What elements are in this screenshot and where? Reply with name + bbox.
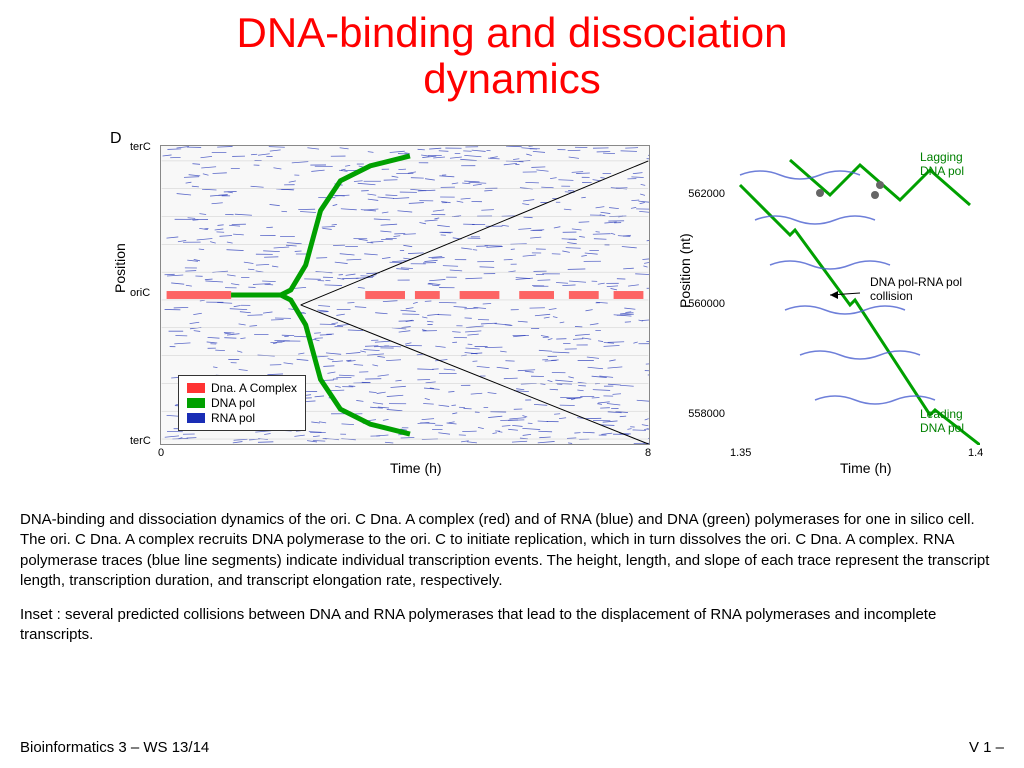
main-x-label: Time (h) <box>390 460 442 476</box>
inset-x-label: Time (h) <box>840 460 892 476</box>
legend-label: DNA pol <box>211 396 255 410</box>
collision-label: DNA pol-RNA pol collision <box>870 275 970 303</box>
y-tick: terC <box>130 435 151 447</box>
leading-label: Leading DNA pol <box>920 407 980 435</box>
chart-area: D Position terC oriC terC 0 8 Time (h) D… <box>110 135 980 475</box>
caption-p1: DNA-binding and dissociation dynamics of… <box>20 510 1004 591</box>
x-tick: 8 <box>645 447 651 459</box>
footer: Bioinformatics 3 – WS 13/14 V 1 – <box>20 739 1004 756</box>
y-tick: terC <box>130 141 151 153</box>
y-tick: 558000 <box>685 408 725 420</box>
y-tick: 560000 <box>685 298 725 310</box>
y-tick: oriC <box>130 287 150 299</box>
footer-right: V 1 – <box>969 739 1004 756</box>
caption: DNA-binding and dissociation dynamics of… <box>20 510 1004 660</box>
caption-p2: Inset : several predicted collisions bet… <box>20 605 1004 646</box>
zoom-guide <box>301 305 649 444</box>
legend-swatch <box>187 383 205 393</box>
legend-label: Dna. A Complex <box>211 381 297 395</box>
legend-swatch <box>187 413 205 423</box>
arrow-head <box>830 291 838 299</box>
y-tick: 562000 <box>685 188 725 200</box>
footer-left: Bioinformatics 3 – WS 13/14 <box>20 739 209 756</box>
main-y-label: Position <box>112 243 128 293</box>
legend-label: RNA pol <box>211 411 255 425</box>
dna-pol-curve-up <box>231 156 410 295</box>
panel-label: D <box>110 130 122 148</box>
legend-swatch <box>187 398 205 408</box>
title-line1: DNA-binding and dissociation <box>237 9 788 56</box>
slide-title: DNA-binding and dissociation dynamics <box>0 0 1024 102</box>
x-tick: 1.35 <box>730 447 751 459</box>
legend-row: RNA pol <box>187 411 297 425</box>
x-tick: 0 <box>158 447 164 459</box>
legend-row: Dna. A Complex <box>187 381 297 395</box>
lagging-label: Lagging DNA pol <box>920 150 980 178</box>
title-line2: dynamics <box>423 55 600 102</box>
legend: Dna. A Complex DNA pol RNA pol <box>178 375 306 431</box>
legend-row: DNA pol <box>187 396 297 410</box>
inset-y-label: Position (nt) <box>677 233 693 308</box>
x-tick: 1.4 <box>968 447 983 459</box>
